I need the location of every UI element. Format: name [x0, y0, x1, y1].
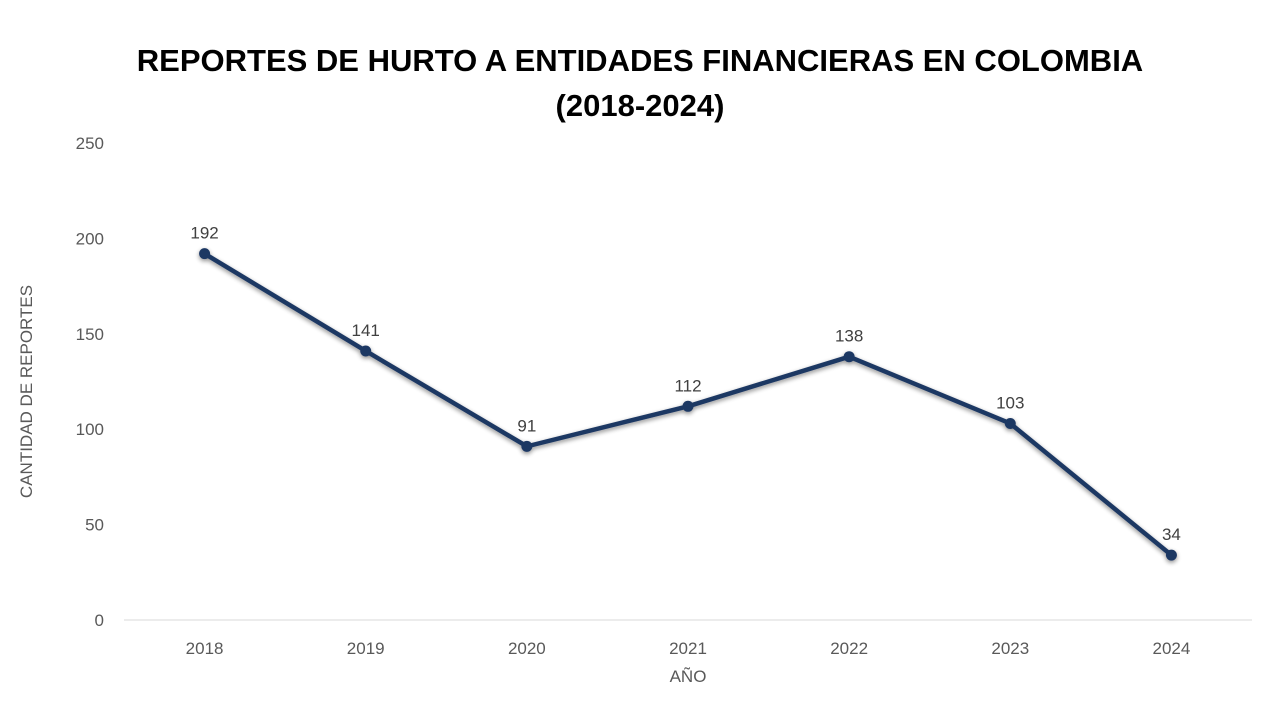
data-labels: 192 141 91 112 138 103 34: [190, 224, 1181, 544]
y-tick-label: 100: [76, 420, 104, 439]
data-point-marker: [843, 351, 855, 363]
chart-title: REPORTES DE HURTO A ENTIDADES FINANCIERA…: [0, 38, 1280, 128]
data-label: 91: [517, 416, 536, 435]
chart-subtitle: (2018-2024): [555, 88, 725, 123]
x-tick-label: 2018: [186, 639, 224, 658]
x-tick-label: 2021: [669, 639, 707, 658]
y-tick-label: 250: [76, 134, 104, 153]
y-axis-ticks: 0 50 100 150 200 250: [76, 134, 104, 630]
chart-title-line: REPORTES DE HURTO A ENTIDADES FINANCIERA…: [136, 43, 1144, 78]
data-label: 34: [1162, 525, 1181, 544]
x-tick-label: 2019: [347, 639, 385, 658]
y-tick-label: 150: [76, 325, 104, 344]
y-tick-label: 0: [95, 611, 104, 630]
data-point-marker: [682, 400, 694, 412]
x-tick-label: 2024: [1153, 639, 1191, 658]
series-line-group: [199, 248, 1177, 561]
x-tick-label: 2022: [830, 639, 868, 658]
data-label: 141: [352, 321, 380, 340]
data-point-marker: [199, 248, 211, 260]
data-label: 103: [996, 393, 1024, 412]
data-label: 138: [835, 327, 863, 346]
data-point-marker: [521, 440, 533, 452]
x-tick-label: 2020: [508, 639, 546, 658]
y-tick-label: 200: [76, 229, 104, 248]
data-label: 112: [674, 376, 701, 395]
y-tick-label: 50: [85, 516, 104, 535]
x-axis-title: AÑO: [670, 667, 707, 686]
data-point-marker: [360, 345, 372, 357]
x-tick-label: 2023: [991, 639, 1029, 658]
data-point-marker: [1004, 417, 1016, 429]
data-label: 192: [190, 224, 218, 243]
data-point-marker: [1165, 549, 1177, 561]
x-axis-ticks: 2018 2019 2020 2021 2022 2023 2024: [186, 639, 1191, 658]
y-axis-title: CANTIDAD DE REPORTES: [17, 285, 36, 498]
